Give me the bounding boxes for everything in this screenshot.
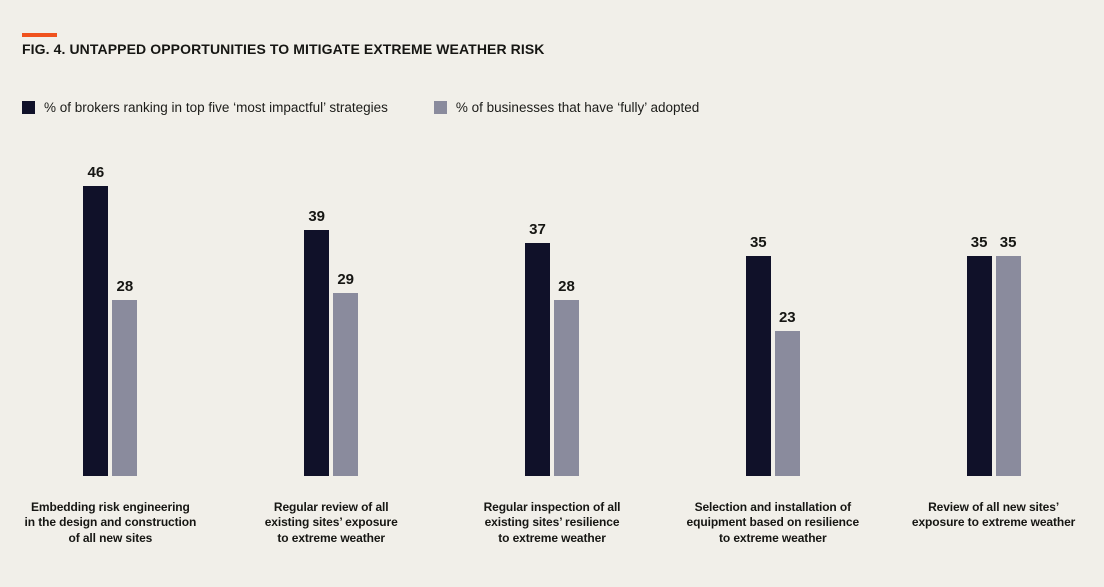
bar-businesses	[112, 299, 138, 476]
bar-value-businesses: 35	[999, 233, 1017, 251]
category-label: Regular inspection of all existing sites…	[483, 500, 621, 545]
bar-column-brokers: 46	[83, 164, 109, 476]
bar-brokers	[966, 255, 992, 476]
bar-column-brokers: 39	[304, 208, 330, 476]
category-label: Regular review of all existing sites’ ex…	[264, 500, 398, 545]
bar-value-brokers: 35	[970, 233, 988, 251]
category-group: 35 23 Selection and installation of equipm…	[662, 156, 883, 546]
bar-column-businesses: 28	[112, 277, 138, 476]
bar-value-brokers: 37	[529, 220, 546, 238]
legend-swatch-businesses	[433, 101, 447, 114]
category-label: Selection and installation of equipment …	[686, 500, 860, 545]
bar-value-businesses: 28	[558, 277, 575, 295]
accent-rule	[22, 33, 57, 37]
bar-pair: 37 28	[524, 156, 579, 476]
bar-column-brokers: 37	[524, 220, 550, 476]
bar-column-businesses: 23	[774, 309, 800, 476]
bar-businesses	[995, 255, 1021, 476]
category-group: 35 35 Review of all new sites’ exposure to…	[883, 156, 1104, 546]
bar-businesses	[553, 299, 579, 476]
bar-businesses	[774, 331, 800, 476]
bar-value-businesses: 28	[116, 277, 134, 295]
bar-value-brokers: 39	[308, 208, 326, 226]
bar-column-businesses: 28	[553, 277, 579, 476]
figure-title: FIG. 4. UNTAPPED OPPORTUNITIES TO MITIGA…	[22, 41, 545, 57]
bar-value-brokers: 46	[87, 164, 105, 182]
chart-legend: % of brokers ranking in top five ‘most i…	[22, 100, 699, 115]
bar-pair: 46 28	[83, 156, 138, 476]
legend-label: % of businesses that have ‘fully’ adopte…	[455, 100, 700, 115]
bar-brokers	[745, 255, 771, 476]
bar-chart: 46 28 Embedding risk engineering in the de…	[0, 156, 1104, 546]
category-label: Embedding risk engineering in the design…	[24, 500, 197, 545]
bar-column-brokers: 35	[966, 233, 992, 476]
bar-brokers	[304, 230, 330, 476]
bar-column-businesses: 29	[333, 271, 359, 476]
category-group: 46 28 Embedding risk engineering in the de…	[0, 156, 221, 546]
category-group: 39 29 Regular review of all existing sites…	[221, 156, 442, 546]
bar-brokers	[524, 242, 550, 476]
legend-label: % of brokers ranking in top five ‘most i…	[44, 100, 388, 115]
bar-value-businesses: 29	[337, 271, 355, 289]
bar-column-businesses: 35	[995, 233, 1021, 476]
bar-brokers	[83, 186, 109, 476]
category-label: Review of all new sites’ exposure to ext…	[911, 500, 1076, 530]
bar-businesses	[333, 293, 359, 476]
legend-swatch-brokers	[22, 101, 35, 114]
bar-value-brokers: 35	[749, 233, 767, 251]
category-group: 37 28 Regular inspection of all existing s…	[442, 156, 663, 546]
bar-column-brokers: 35	[745, 233, 771, 476]
legend-item-businesses: % of businesses that have ‘fully’ adopte…	[433, 100, 700, 115]
bar-pair: 35 35	[966, 156, 1021, 476]
bar-value-businesses: 23	[778, 309, 796, 327]
bar-pair: 35 23	[745, 156, 800, 476]
legend-item-brokers: % of brokers ranking in top five ‘most i…	[22, 100, 388, 115]
bar-pair: 39 29	[304, 156, 359, 476]
